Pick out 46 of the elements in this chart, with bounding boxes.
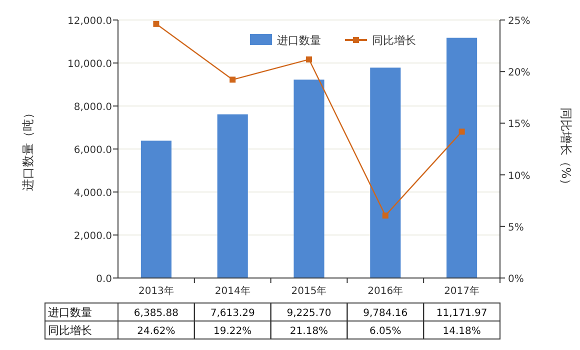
x-tick-label: 2017年 [444, 285, 480, 297]
y2-tick-label: 0% [508, 274, 524, 285]
bar [294, 80, 324, 278]
bar [370, 68, 401, 278]
data-label: 6,385.88 [134, 308, 178, 319]
legend-label: 进口数量 [277, 34, 321, 47]
legend-label: 同比增长 [372, 34, 416, 47]
y2-tick-label: 5% [508, 222, 524, 234]
legend: 进口数量 [250, 34, 321, 47]
y2-tick-label: 20% [508, 68, 530, 79]
data-label: 21.18% [290, 326, 328, 337]
legend: 同比增长 [345, 34, 416, 47]
x-tick-label: 2014年 [214, 285, 250, 297]
data-label: 6.05% [370, 326, 402, 337]
data-label: 24.62% [137, 326, 176, 337]
text: 进口数量 [48, 306, 92, 319]
point [153, 20, 160, 27]
y-tick-label: 6,000.0 [74, 145, 112, 156]
data-label: 9,225.70 [286, 308, 332, 319]
data-label: 19.22% [214, 326, 252, 337]
x-tick-label: 2016年 [368, 285, 404, 297]
bar [217, 114, 248, 278]
y-tick-label: 12,000.0 [67, 16, 112, 27]
text: 同比增长 [48, 324, 92, 337]
y2-tick-label: 15% [508, 119, 530, 130]
bar [446, 38, 478, 278]
data-label: 9,784.16 [363, 308, 408, 319]
x-tick-label: 2015年 [291, 285, 327, 297]
y-axis-title: 进口数量（吨） [21, 107, 35, 191]
x-tick-label: 2013年 [138, 285, 174, 297]
y-tick-label: 10,000.0 [67, 59, 112, 70]
point [382, 212, 388, 219]
data-label: 14.18% [442, 326, 481, 337]
data-label: 11,171.97 [436, 308, 488, 319]
y-tick-label: 8,000.0 [74, 102, 112, 113]
point [458, 128, 465, 135]
y-tick-label: 2,000.0 [74, 231, 112, 242]
y-tick-label: 0.0 [96, 274, 112, 285]
y2-tick-label: 25% [508, 16, 530, 27]
point [306, 56, 312, 62]
point [230, 76, 236, 83]
y2-tick-label: 10% [508, 170, 530, 182]
bar [140, 140, 172, 278]
data-label: 7,613.29 [210, 308, 255, 319]
y2-axis-title: 同比增长（%） [559, 107, 573, 191]
y-tick-label: 4,000.0 [74, 188, 112, 199]
